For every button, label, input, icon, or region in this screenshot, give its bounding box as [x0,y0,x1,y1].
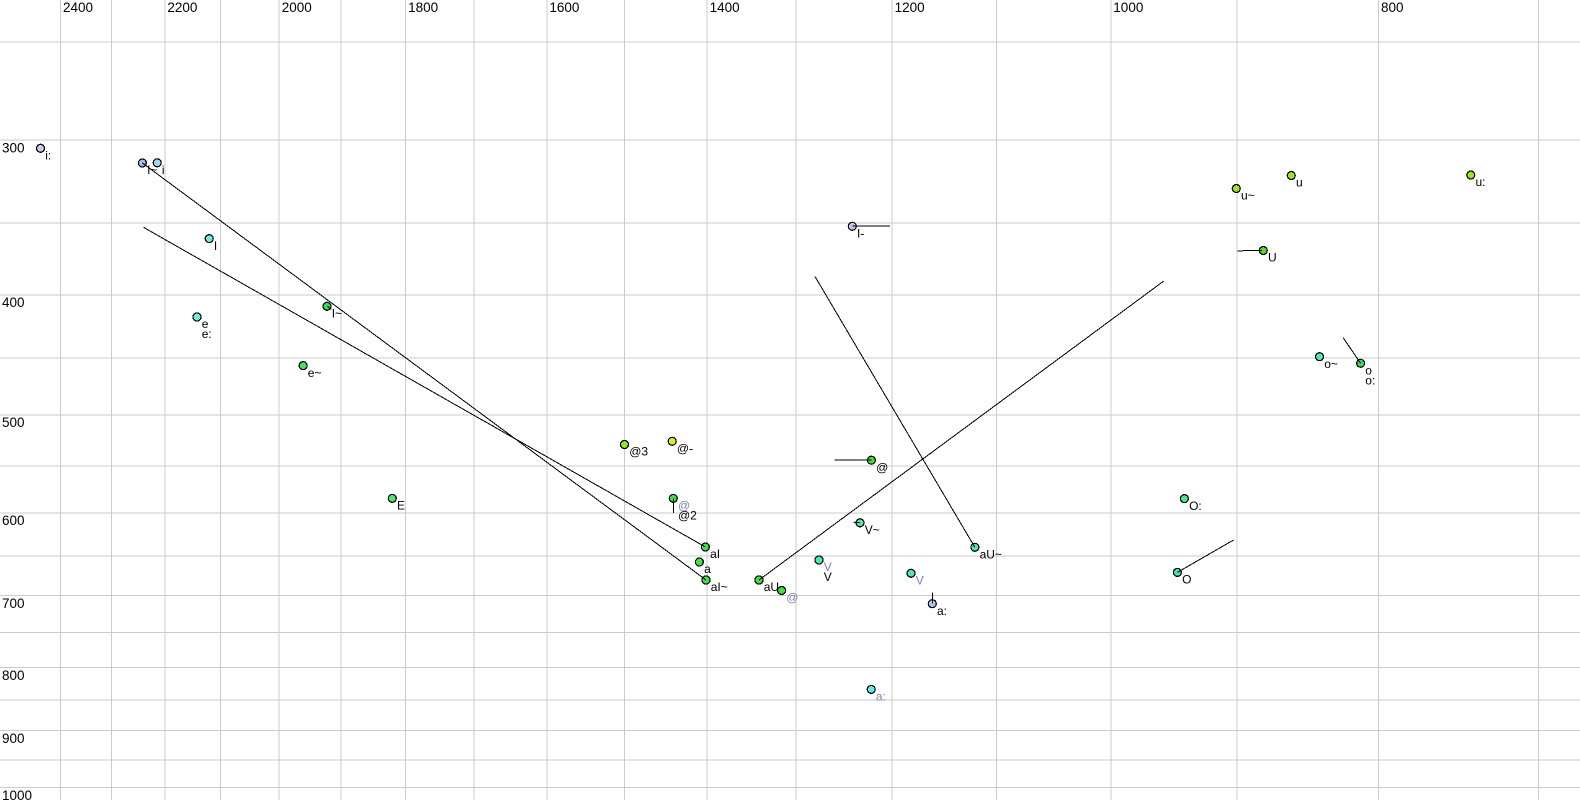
svg-text:a:: a: [876,690,886,704]
svg-text:V: V [916,574,924,588]
svg-text:V~: V~ [865,523,880,537]
svg-text:O: O [1182,573,1191,587]
svg-text:2200: 2200 [167,0,197,15]
svg-text:@: @ [786,591,798,605]
svg-text:o: o [1365,364,1372,378]
svg-text:1800: 1800 [408,0,438,15]
svg-text:e: e [202,317,209,331]
svg-text:u:: u: [1476,175,1486,189]
svg-text:u~: u~ [1241,189,1255,203]
svg-text:e~: e~ [308,366,322,380]
svg-text:u: u [1296,176,1303,190]
svg-text:1200: 1200 [895,0,925,15]
svg-text:E: E [397,499,405,513]
svg-text:aU: aU [764,580,779,594]
svg-text:@2: @2 [678,509,697,523]
svg-text:aI: aI [710,547,720,561]
svg-text:500: 500 [2,415,25,430]
svg-text:o~: o~ [1324,357,1338,371]
svg-text:1000: 1000 [2,788,32,800]
svg-text:i:: i: [45,149,51,163]
svg-text:V: V [824,560,832,574]
svg-text:2400: 2400 [63,0,93,15]
svg-text:O:: O: [1189,499,1202,513]
svg-text:aI~: aI~ [711,580,728,594]
svg-text:a: a [704,562,711,576]
svg-text:e:: e: [202,327,212,341]
svg-text:1600: 1600 [549,0,579,15]
svg-text:U: U [1268,251,1277,265]
svg-text:400: 400 [2,295,25,310]
svg-text:i: i [162,163,165,177]
svg-text:@: @ [678,499,690,513]
svg-text:1400: 1400 [710,0,740,15]
svg-text:I~: I~ [147,163,157,177]
svg-text:700: 700 [2,596,25,611]
svg-text:V: V [824,570,832,584]
svg-text:600: 600 [2,513,25,528]
svg-text:300: 300 [2,141,25,156]
svg-text:o:: o: [1365,374,1375,388]
svg-text:2000: 2000 [282,0,312,15]
svg-text:800: 800 [2,668,25,683]
svg-text:@-: @- [677,442,693,456]
svg-text:1000: 1000 [1113,0,1143,15]
svg-text:I: I [214,239,217,253]
svg-text:I-: I- [857,227,864,241]
svg-text:@3: @3 [629,445,648,459]
svg-text:900: 900 [2,731,25,746]
svg-text:@: @ [876,460,888,474]
svg-text:a:: a: [937,604,947,618]
svg-text:800: 800 [1381,0,1404,15]
svg-text:I~: I~ [332,307,342,321]
svg-text:aU~: aU~ [980,548,1002,562]
